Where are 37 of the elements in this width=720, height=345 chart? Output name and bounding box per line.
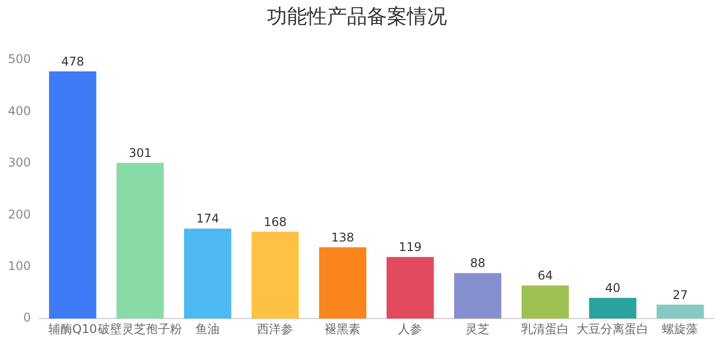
data-label: 88 <box>470 256 486 270</box>
bar <box>184 228 232 319</box>
bar <box>319 247 366 319</box>
data-label: 40 <box>605 281 620 296</box>
bar <box>386 257 434 319</box>
x-tick-label: 褪黑素 <box>324 322 361 336</box>
bar <box>252 232 299 319</box>
bar <box>49 71 96 319</box>
y-tick-label: 500 <box>8 52 31 66</box>
x-tick-label: 灵芝 <box>466 322 490 336</box>
bar <box>116 162 164 319</box>
x-tick-label: 辅酶Q10 <box>48 322 98 336</box>
data-label: 64 <box>538 268 553 283</box>
y-tick-label: 0 <box>23 310 31 325</box>
y-tick-label: 100 <box>8 259 31 274</box>
data-label: 119 <box>398 240 422 254</box>
y-tick-label: 200 <box>8 207 31 222</box>
data-label: 301 <box>128 146 152 160</box>
data-label: 138 <box>331 230 354 244</box>
x-tick-label: 大豆分离蛋白 <box>576 322 649 336</box>
data-label: 168 <box>264 214 287 229</box>
x-tick-label: 鱼油 <box>196 322 220 336</box>
x-tick-label: 乳清蛋白 <box>521 322 570 336</box>
bar <box>656 304 704 319</box>
bar <box>589 298 636 319</box>
y-tick-label: 300 <box>8 156 31 170</box>
bar <box>522 286 569 319</box>
x-tick-label: 螺旋藻 <box>662 322 698 336</box>
x-tick-label: 破壁灵芝孢子粉 <box>97 322 182 336</box>
data-label: 27 <box>672 288 688 302</box>
data-label: 174 <box>196 212 220 226</box>
x-tick-label: 人参 <box>398 322 422 336</box>
bar <box>454 273 502 319</box>
data-label: 478 <box>61 54 84 69</box>
chart-title: 功能性产品备案情况 <box>267 4 447 28</box>
x-tick-label: 西洋参 <box>257 322 294 336</box>
y-tick-label: 400 <box>8 104 31 118</box>
